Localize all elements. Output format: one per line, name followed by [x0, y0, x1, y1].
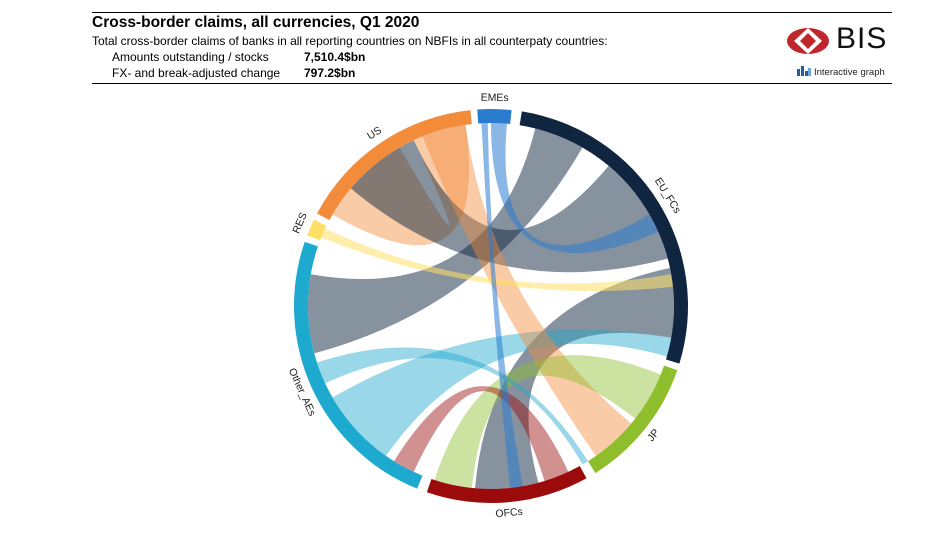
label-OFCs: OFCs	[495, 506, 523, 520]
chord-ribbon-US-JP	[422, 124, 632, 456]
arc-RES	[307, 219, 327, 241]
chord-ribbon-Other_AEs-JP	[316, 347, 588, 465]
arc-Other_AEs	[294, 241, 423, 489]
label-US: US	[365, 124, 384, 142]
chord-ribbon-EMEs-OFCs	[481, 123, 523, 488]
chord-ribbon-EU_FCs-OFCs	[475, 267, 674, 489]
metric-fx-change: FX- and break-adjusted change 797.2$bn	[112, 66, 355, 80]
bis-logo-icon	[787, 28, 829, 54]
chord-ribbon-EU_FCs-US	[350, 140, 668, 273]
arc-EU_FCs	[519, 111, 688, 364]
chord-ribbon-OFCs-Other_AEs	[394, 386, 569, 482]
interactive-graph-label: Interactive graph	[814, 67, 885, 78]
bis-logo-text: BIS	[836, 22, 888, 55]
label-RES: RES	[290, 211, 310, 236]
chart-title: Cross-border claims, all currencies, Q1 …	[92, 14, 420, 31]
interactive-graph-link[interactable]: Interactive graph	[797, 66, 885, 78]
metric-label: Amounts outstanding / stocks	[112, 50, 269, 64]
chord-ribbon-JP-OFCs	[434, 355, 661, 488]
label-EMEs: EMEs	[481, 92, 509, 104]
metric-label: FX- and break-adjusted change	[112, 66, 281, 80]
bar-chart-icon	[797, 66, 811, 76]
metric-value: 797.2$bn	[304, 66, 356, 80]
chart-subtitle: Total cross-border claims of banks in al…	[92, 34, 608, 48]
chord-ribbon-EU_FCs-Other_AEs	[308, 128, 583, 354]
chord-ribbon-RES-EU_FCs	[321, 228, 673, 292]
arc-OFCs	[426, 466, 587, 504]
arc-JP	[587, 365, 678, 474]
metric-value: 7,510.4$bn	[304, 50, 366, 64]
arc-US	[317, 110, 472, 221]
label-JP: JP	[645, 427, 662, 444]
metric-amounts-outstanding: Amounts outstanding / stocks 7,510.4$bn	[112, 50, 365, 64]
header-top-rule	[92, 12, 892, 13]
header-bottom-rule	[92, 83, 892, 84]
arc-EMEs	[477, 109, 512, 125]
chord-ribbon-Other_AEs-EU_FCs	[332, 329, 672, 456]
